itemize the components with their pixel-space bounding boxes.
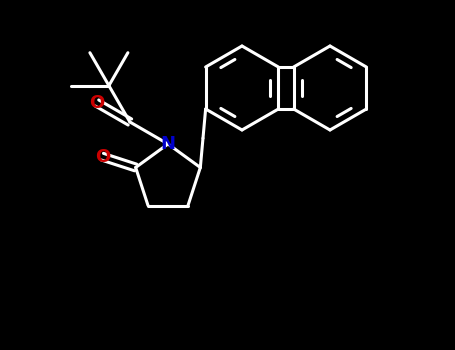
Text: N: N: [161, 135, 176, 153]
Text: O: O: [95, 148, 110, 166]
Text: O: O: [89, 94, 105, 112]
